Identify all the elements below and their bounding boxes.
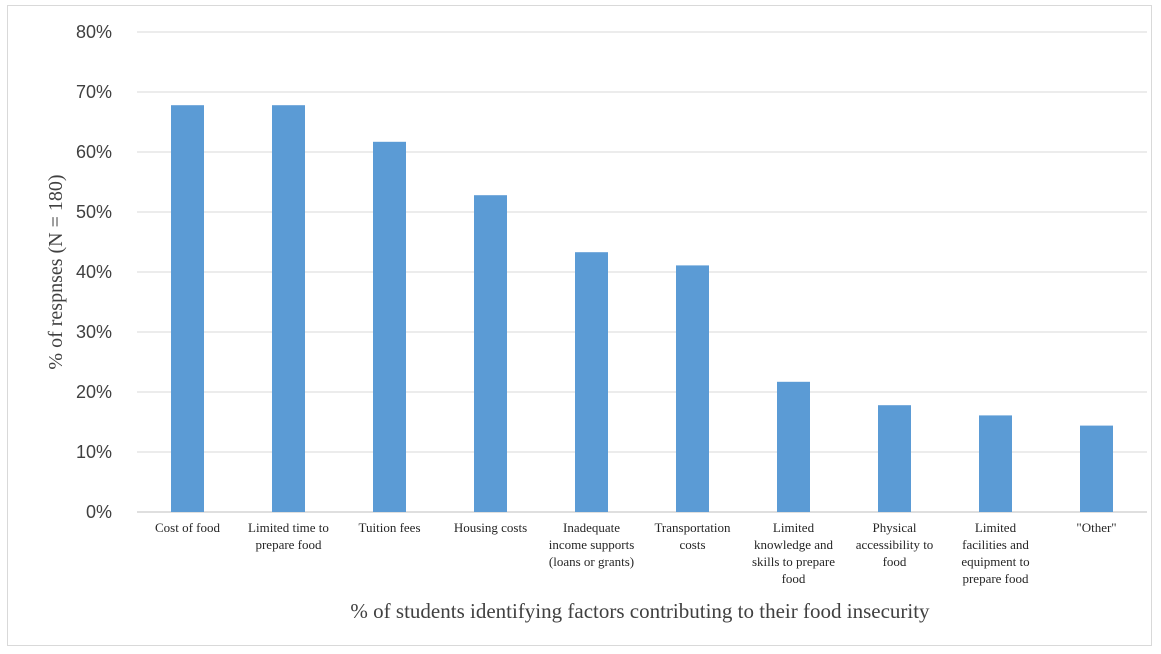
x-tick-label: "Other" [1076,520,1116,535]
bar [1080,425,1113,512]
x-axis-label: % of students identifying factors contri… [350,599,930,623]
y-tick-label: 70% [76,82,112,102]
bar [676,265,709,512]
x-tick-label: Transportation costs [654,520,731,552]
y-tick-label: 30% [76,322,112,342]
y-axis-ticks: 0% 10% 20% 30% 40% 50% 60% 70% 80% [76,22,112,522]
bar [373,141,406,513]
bar [777,381,810,512]
bar [171,105,204,512]
x-tick-label: Housing costs [454,520,527,535]
y-tick-label: 50% [76,202,112,222]
y-tick-label: 80% [76,22,112,42]
bar [979,415,1012,512]
x-tick-label: Limited knowledge and skills to prepare foo… [752,520,835,586]
x-tick-label: Limited facilities and equipment to prepare… [961,520,1029,586]
bar [878,405,911,512]
y-axis-label: % of respnses (N = 180) [45,174,67,369]
bars [171,105,1113,513]
gridlines [137,31,1147,513]
y-tick-label: 0% [86,502,112,522]
x-tick-label: Tuition fees [359,520,421,535]
x-axis-ticks: Cost of food Limited time to prepare food T… [155,520,1117,586]
x-tick-label: Physical accessibility to food [856,520,934,569]
y-tick-label: 60% [76,142,112,162]
x-tick-label: Inadequate income supports (loans or grant… [549,520,635,569]
y-tick-label: 10% [76,442,112,462]
x-tick-label: Cost of food [155,520,221,535]
y-tick-label: 40% [76,262,112,282]
bar [575,252,608,512]
bar [474,195,507,512]
bar [272,105,305,512]
x-tick-label: Limited time to prepare food [248,520,329,552]
y-tick-label: 20% [76,382,112,402]
